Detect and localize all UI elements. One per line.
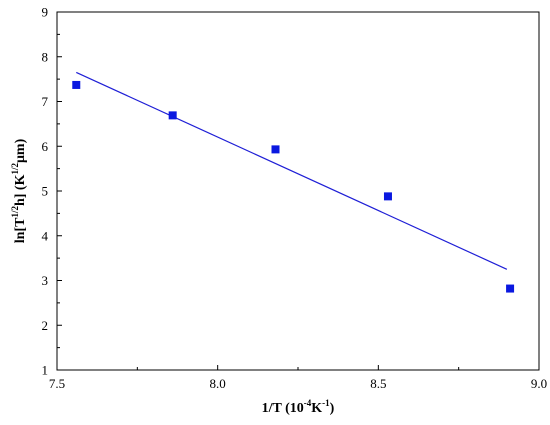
plot-frame xyxy=(56,11,540,371)
data-points xyxy=(72,80,515,293)
y-axis-ticks: 1 2 3 4 5 6 7 8 9 xyxy=(42,5,62,378)
fit-line-group xyxy=(76,71,508,270)
data-point xyxy=(506,284,515,293)
y-tick-label: 3 xyxy=(42,273,49,288)
data-point xyxy=(271,145,280,154)
fit-line xyxy=(76,71,508,270)
x-tick-label: 8.0 xyxy=(210,376,226,391)
x-tick-label: 9.0 xyxy=(531,376,547,391)
y-tick-label: 6 xyxy=(42,139,49,154)
data-point xyxy=(168,111,177,120)
x-axis-ticks: 7.5 8.0 8.5 9.0 xyxy=(49,365,547,391)
data-point xyxy=(383,192,392,201)
y-tick-label: 8 xyxy=(42,49,49,64)
y-tick-label: 1 xyxy=(42,363,49,378)
x-tick-label: 8.5 xyxy=(370,376,386,391)
y-tick-label: 9 xyxy=(42,5,49,20)
y-tick-label: 5 xyxy=(42,184,49,199)
x-tick-label: 7.5 xyxy=(49,376,65,391)
y-axis-title: ln[T1/2h] (K1/2μm) xyxy=(10,138,28,243)
y-tick-label: 7 xyxy=(42,94,49,109)
x-axis-title: 1/T (10-4K-1) xyxy=(262,398,335,416)
data-point xyxy=(72,80,81,89)
y-tick-label: 4 xyxy=(42,228,49,243)
y-tick-label: 2 xyxy=(42,318,49,333)
